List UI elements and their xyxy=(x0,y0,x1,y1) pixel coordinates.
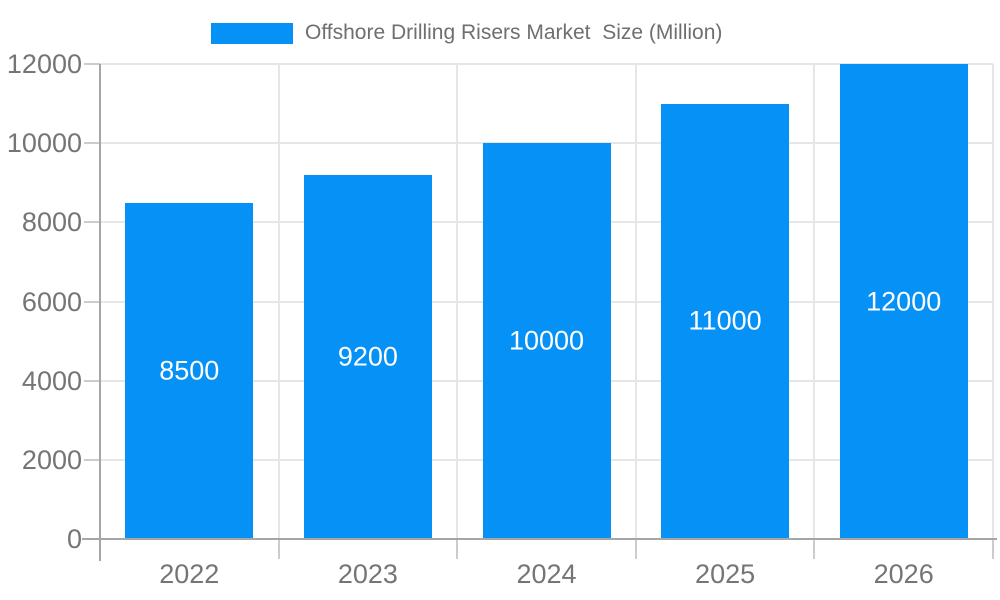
legend: Offshore Drilling Risers Market Size (Mi… xyxy=(211,21,722,45)
bar: 8500 xyxy=(125,202,254,539)
gridline-v xyxy=(277,64,280,539)
x-tick-label: 2022 xyxy=(159,559,220,589)
x-axis-tick xyxy=(813,540,816,559)
y-axis-line xyxy=(99,64,101,561)
x-axis-line xyxy=(82,538,997,540)
x-tick-label: 2024 xyxy=(516,559,577,589)
y-tick-label: 0 xyxy=(66,524,82,554)
gridline-v xyxy=(456,64,459,539)
bar-value-label: 10000 xyxy=(508,325,585,356)
x-axis-tick xyxy=(277,540,280,559)
x-axis-tick xyxy=(456,540,459,559)
y-tick-label: 8000 xyxy=(21,207,82,238)
x-tick-label: 2026 xyxy=(873,559,934,589)
y-axis-tick xyxy=(84,63,100,65)
gridline-h xyxy=(100,63,993,65)
x-tick-label: 2023 xyxy=(337,559,398,589)
y-axis-tick xyxy=(84,458,100,461)
y-axis-tick xyxy=(84,300,100,303)
bar: 10000 xyxy=(482,143,611,539)
bar-value-label: 9200 xyxy=(337,341,398,372)
bar-value-label: 8500 xyxy=(159,355,220,386)
legend-swatch xyxy=(211,22,293,44)
y-axis-tick xyxy=(84,221,100,224)
bar: 9200 xyxy=(303,174,432,539)
y-axis-tick xyxy=(84,379,100,382)
gridline-v xyxy=(992,64,994,539)
gridline-v xyxy=(634,64,637,539)
y-tick-label: 6000 xyxy=(21,286,82,317)
bar-value-label: 11000 xyxy=(688,305,762,336)
bar: 12000 xyxy=(839,64,968,539)
x-axis-tick xyxy=(992,540,994,559)
legend-label: Offshore Drilling Risers Market Size (Mi… xyxy=(305,21,723,44)
y-tick-label: 12000 xyxy=(6,49,82,79)
gridline-v xyxy=(813,64,816,539)
bar-value-label: 12000 xyxy=(866,286,942,316)
y-axis-tick xyxy=(84,142,100,145)
y-tick-label: 2000 xyxy=(21,444,82,475)
y-tick-label: 4000 xyxy=(21,365,82,396)
y-tick-label: 10000 xyxy=(6,128,82,159)
x-tick-label: 2025 xyxy=(695,559,756,589)
bar: 11000 xyxy=(661,103,790,539)
x-axis-tick xyxy=(634,540,637,559)
